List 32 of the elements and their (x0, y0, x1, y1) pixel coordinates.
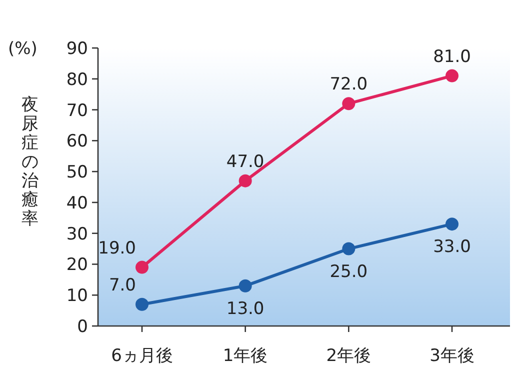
y-tick-label: 10 (66, 286, 88, 306)
data-label: 25.0 (330, 262, 368, 282)
x-tick-label: 1年後 (222, 346, 268, 366)
y-tick-label: 20 (66, 255, 88, 276)
point (136, 298, 148, 311)
data-label: 47.0 (226, 152, 264, 172)
x-tick-label: 3年後 (430, 346, 474, 366)
x-tick-label: 6ヵ月後 (111, 346, 173, 366)
x-tick-label: 2年後 (326, 346, 372, 366)
data-label: 13.0 (226, 298, 264, 319)
y-tick-label: 30 (66, 224, 88, 244)
point (238, 279, 252, 292)
y-tick-label: 0 (77, 317, 88, 337)
data-label: 19.0 (98, 238, 136, 258)
y-tick-label: 80 (66, 70, 88, 90)
point (446, 218, 458, 231)
point (446, 69, 458, 82)
point (342, 97, 356, 110)
data-label: 7.0 (108, 275, 136, 296)
data-label: 81.0 (433, 46, 471, 67)
y-tick-label: 90 (66, 39, 88, 59)
point (238, 174, 252, 188)
data-label: 72.0 (330, 74, 368, 95)
y-tick-label: 50 (66, 162, 88, 183)
point (342, 242, 356, 256)
y-axis-title: 夜尿症の治癒率 (22, 95, 38, 229)
data-label: 33.0 (433, 237, 471, 258)
text: (%) (8, 39, 38, 59)
y-tick-label: 60 (66, 132, 88, 152)
y-tick-label: 70 (66, 100, 88, 121)
y-tick-label: 40 (66, 193, 88, 214)
point (136, 260, 148, 274)
